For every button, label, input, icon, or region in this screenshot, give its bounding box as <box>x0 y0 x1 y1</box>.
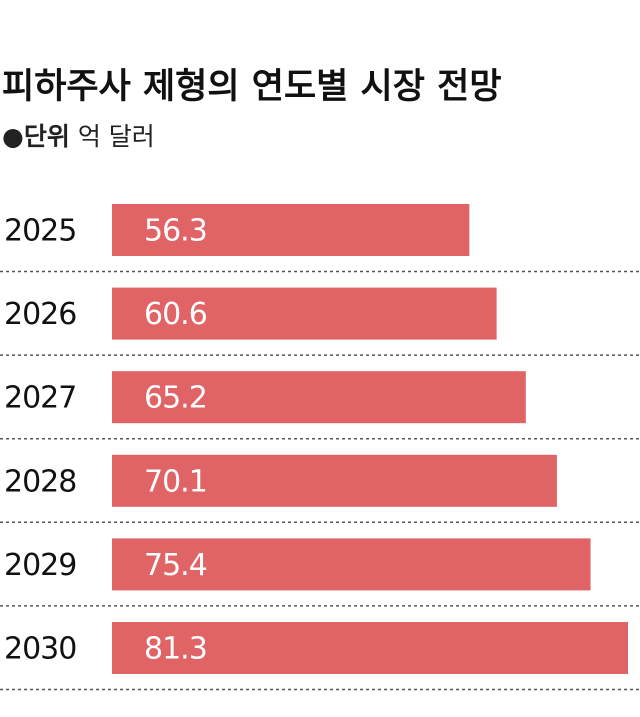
y-tick-label: 2028 <box>4 464 76 499</box>
chart-subtitle: ●단위 억 달러 <box>2 122 155 151</box>
value-label: 81.3 <box>144 632 207 667</box>
value-label: 65.2 <box>144 381 207 416</box>
subtitle-unit: 억 달러 <box>78 122 155 151</box>
bar <box>112 454 557 507</box>
y-tick-label: 2025 <box>4 214 76 249</box>
bar <box>112 204 470 256</box>
value-label: 70.1 <box>144 464 207 499</box>
bar <box>112 538 591 591</box>
y-tick-label: 2027 <box>4 381 76 416</box>
value-label: 60.6 <box>144 297 207 332</box>
value-label: 75.4 <box>144 548 207 583</box>
bar <box>112 371 526 424</box>
bar <box>112 287 497 340</box>
value-label: 56.3 <box>144 214 207 249</box>
subtitle-label: ●단위 <box>2 122 70 151</box>
y-tick-label: 2030 <box>4 632 76 667</box>
y-tick-label: 2029 <box>4 548 76 583</box>
bar <box>112 622 628 674</box>
y-tick-label: 2026 <box>4 297 76 332</box>
chart-title: 피하주사 제형의 연도별 시장 전망 <box>2 67 502 107</box>
